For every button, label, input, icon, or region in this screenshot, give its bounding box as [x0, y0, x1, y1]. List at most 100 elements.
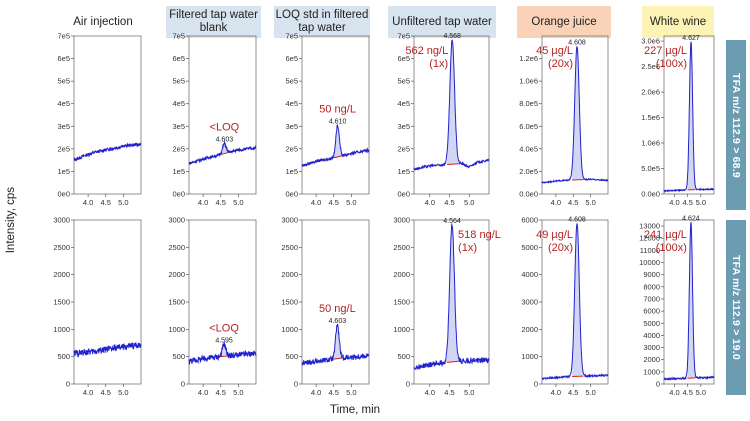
y-tick-label: 7e5 — [285, 32, 298, 41]
concentration-annotation: (20x) — [548, 58, 573, 70]
x-tick-label: 4.5 — [568, 198, 578, 207]
concentration-annotation: <LOQ — [209, 322, 239, 334]
y-tick-label: 8.0e5 — [519, 99, 538, 108]
y-tick-label: 2500 — [53, 243, 70, 252]
y-tick-label: 500 — [172, 352, 185, 361]
concentration-annotation: (1x) — [429, 58, 448, 70]
y-tick-label: 13000 — [639, 222, 660, 231]
y-tick-label: 2000 — [393, 270, 410, 279]
column-title-loq-std: LOQ std in filtered tap water — [274, 6, 370, 38]
retention-time-label: 4.595 — [215, 337, 233, 344]
y-tick-label: 2000 — [53, 270, 70, 279]
retention-time-label: 4.603 — [216, 136, 234, 143]
y-tick-label: 2500 — [168, 243, 185, 252]
x-tick-label: 4.0 — [425, 388, 435, 397]
x-tick-label: 4.5 — [682, 388, 692, 397]
y-tick-label: 1e5 — [172, 167, 185, 176]
row-label-quantifier-text: TFA m/z 112.9 > 68.9 — [730, 72, 742, 178]
x-axis-title: Time, min — [330, 404, 381, 416]
concentration-annotation: (1x) — [458, 242, 477, 254]
y-tick-label: 7e5 — [57, 32, 70, 41]
retention-time-label: 4.608 — [568, 40, 586, 47]
row-label-qualifier-text: TFA m/z 112.9 > 19.0 — [730, 255, 742, 360]
trace-line — [188, 341, 257, 366]
y-tick-label: 2000 — [643, 355, 660, 364]
retention-time-label: 4.610 — [329, 118, 347, 125]
y-tick-label: 5e5 — [397, 77, 410, 86]
y-tick-label: 2500 — [393, 243, 410, 252]
chromatogram-white-wine-qualifier: 0 1000 2000 3000 4000 5000 6000 7000 8000 9000 100… — [639, 216, 715, 397]
y-tick-label: 1000 — [643, 367, 660, 376]
concentration-annotation: 227 µg/L — [644, 45, 687, 57]
trace-line — [301, 323, 370, 366]
y-tick-label: 6e5 — [57, 54, 70, 63]
x-tick-label: 4.5 — [682, 198, 692, 207]
y-tick-label: 12000 — [639, 234, 660, 243]
y-tick-label: 3000 — [521, 298, 538, 307]
plot-frame — [301, 35, 370, 195]
y-tick-label: 3000 — [168, 216, 185, 225]
x-tick-label: 4.0 — [198, 198, 208, 207]
y-tick-label: 4e5 — [285, 99, 298, 108]
y-tick-label: 5000 — [643, 319, 660, 328]
chromatogram-orange-juice-quantifier: 0.0e0 2.0e5 4.0e5 6.0e5 8.0e5 1.0e6 1.2e6 4.0 4.… — [519, 35, 609, 207]
trace-line — [73, 342, 142, 359]
y-tick-label: 6e5 — [172, 54, 185, 63]
plot-frame — [663, 219, 715, 385]
y-tick-label: 2000 — [521, 325, 538, 334]
y-tick-label: 1000 — [393, 325, 410, 334]
y-tick-label: 1000 — [521, 352, 538, 361]
x-tick-label: 5.0 — [118, 198, 128, 207]
concentration-annotation: 562 ng/L — [405, 45, 448, 57]
concentration-annotation: (20x) — [548, 242, 573, 254]
column-title-air-injection: Air injection — [73, 15, 133, 28]
y-tick-label: 1500 — [393, 298, 410, 307]
x-tick-label: 4.5 — [216, 198, 226, 207]
y-tick-label: 7e5 — [172, 32, 185, 41]
y-tick-label: 1500 — [168, 298, 185, 307]
concentration-annotation: 241 µg/L — [644, 229, 687, 241]
y-tick-label: 4.0e5 — [519, 144, 538, 153]
integration-baseline — [446, 360, 459, 363]
column-title-orange-juice: Orange juice — [517, 6, 611, 38]
y-tick-label: 6e5 — [397, 54, 410, 63]
column-title-unfiltered-tap: Unfiltered tap water — [388, 6, 496, 38]
y-tick-label: 2.5e6 — [641, 62, 660, 71]
y-tick-label: 1e5 — [57, 167, 70, 176]
y-tick-label: 3.0e6 — [641, 37, 660, 46]
x-tick-label: 4.0 — [198, 388, 208, 397]
x-tick-label: 5.0 — [696, 198, 706, 207]
x-tick-label: 4.0 — [311, 198, 321, 207]
x-tick-label: 4.0 — [83, 388, 93, 397]
y-tick-label: 3000 — [643, 343, 660, 352]
concentration-annotation: <LOQ — [210, 121, 240, 133]
y-tick-label: 4e5 — [57, 99, 70, 108]
concentration-annotation: 518 ng/L — [458, 229, 501, 241]
y-tick-label: 4000 — [643, 331, 660, 340]
x-tick-label: 4.0 — [425, 198, 435, 207]
x-tick-label: 5.0 — [233, 198, 243, 207]
y-tick-label: 0 — [534, 380, 538, 389]
trace-line — [663, 41, 715, 193]
y-tick-label: 0 — [656, 380, 660, 389]
plot-frame — [541, 35, 609, 195]
y-tick-label: 6e5 — [285, 54, 298, 63]
x-tick-label: 5.0 — [464, 198, 474, 207]
concentration-annotation: (100x) — [656, 242, 687, 254]
x-tick-label: 5.0 — [346, 388, 356, 397]
x-tick-label: 4.0 — [311, 388, 321, 397]
y-tick-label: 1.0e6 — [641, 139, 660, 148]
retention-time-label: 4.608 — [568, 216, 586, 223]
y-tick-label: 3e5 — [397, 122, 410, 131]
y-tick-label: 0e0 — [285, 190, 298, 199]
y-tick-label: 9000 — [643, 270, 660, 279]
y-tick-label: 1e5 — [397, 167, 410, 176]
integration-baseline — [333, 357, 343, 360]
y-tick-label: 3000 — [53, 216, 70, 225]
integration-baseline — [446, 163, 459, 166]
y-tick-label: 4000 — [521, 270, 538, 279]
y-tick-label: 0e0 — [57, 190, 70, 199]
trace-line — [663, 221, 715, 381]
x-tick-label: 5.0 — [464, 388, 474, 397]
